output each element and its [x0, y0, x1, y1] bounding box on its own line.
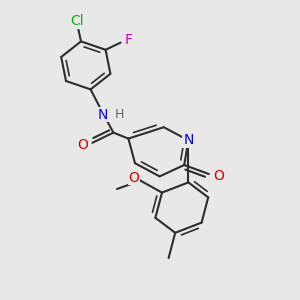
Text: O: O — [77, 138, 88, 152]
Text: H: H — [115, 108, 124, 121]
Text: O: O — [128, 171, 139, 184]
Text: Cl: Cl — [70, 14, 84, 28]
Text: F: F — [124, 33, 132, 47]
Text: N: N — [98, 108, 108, 122]
Text: O: O — [214, 169, 224, 183]
Text: N: N — [183, 134, 194, 147]
